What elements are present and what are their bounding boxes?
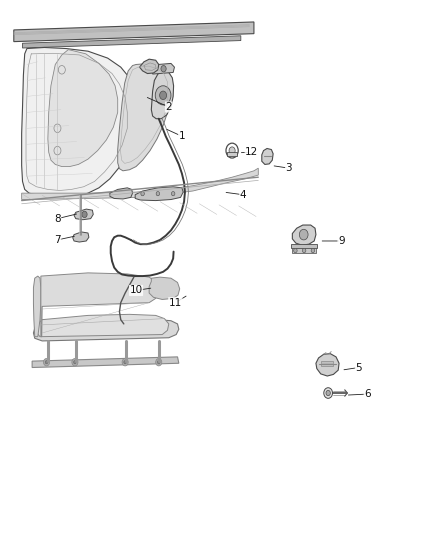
Polygon shape — [262, 149, 273, 165]
Polygon shape — [292, 225, 316, 245]
Text: 3: 3 — [286, 163, 292, 173]
Circle shape — [45, 361, 48, 364]
Text: 11: 11 — [169, 297, 182, 308]
Circle shape — [229, 147, 235, 155]
Circle shape — [324, 387, 332, 398]
Circle shape — [159, 91, 166, 100]
Circle shape — [72, 359, 78, 366]
Circle shape — [326, 390, 330, 395]
Polygon shape — [152, 63, 174, 74]
Text: 2: 2 — [166, 102, 172, 112]
Circle shape — [124, 361, 127, 364]
Polygon shape — [14, 22, 254, 42]
Circle shape — [82, 211, 87, 217]
Text: 5: 5 — [355, 362, 362, 373]
Polygon shape — [140, 59, 159, 74]
Polygon shape — [73, 232, 89, 242]
Text: 7: 7 — [54, 235, 61, 245]
Circle shape — [43, 359, 49, 366]
Polygon shape — [35, 314, 169, 337]
Text: 9: 9 — [338, 236, 345, 246]
Polygon shape — [21, 47, 138, 197]
Circle shape — [293, 248, 297, 253]
Polygon shape — [110, 188, 133, 199]
Polygon shape — [33, 276, 41, 337]
Circle shape — [122, 359, 128, 366]
Polygon shape — [118, 63, 171, 171]
Text: 10: 10 — [130, 286, 143, 295]
Circle shape — [311, 248, 314, 253]
Circle shape — [141, 191, 145, 196]
Polygon shape — [41, 273, 158, 337]
Circle shape — [74, 361, 76, 364]
Polygon shape — [316, 354, 339, 376]
Polygon shape — [149, 277, 180, 300]
Text: 6: 6 — [364, 389, 371, 399]
Circle shape — [157, 361, 160, 364]
Text: 12: 12 — [245, 147, 258, 157]
Circle shape — [299, 229, 308, 240]
Polygon shape — [74, 209, 93, 220]
Polygon shape — [151, 71, 173, 119]
Polygon shape — [291, 244, 317, 248]
Polygon shape — [33, 320, 179, 341]
Polygon shape — [135, 187, 183, 200]
Text: 4: 4 — [240, 190, 246, 200]
Polygon shape — [22, 36, 241, 48]
Polygon shape — [321, 361, 333, 367]
Polygon shape — [292, 248, 316, 253]
Polygon shape — [227, 152, 237, 156]
Circle shape — [155, 359, 162, 366]
Circle shape — [171, 191, 175, 196]
Polygon shape — [48, 50, 118, 166]
Text: 1: 1 — [179, 131, 185, 141]
Circle shape — [155, 86, 171, 105]
Polygon shape — [21, 168, 258, 199]
Text: 8: 8 — [54, 214, 61, 224]
Circle shape — [302, 248, 306, 253]
Polygon shape — [32, 357, 179, 368]
Circle shape — [161, 66, 166, 72]
Circle shape — [156, 191, 159, 196]
